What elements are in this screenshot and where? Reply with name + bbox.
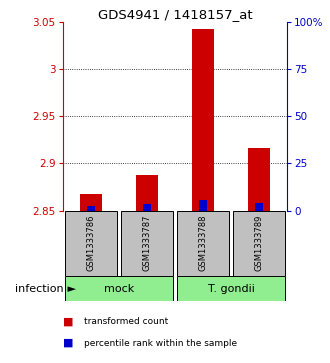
Text: GSM1333789: GSM1333789 [254, 215, 264, 272]
Bar [87, 206, 95, 211]
Bar [65, 276, 173, 301]
Text: GSM1333787: GSM1333787 [142, 215, 151, 272]
Bar [192, 29, 214, 211]
Text: infection: infection [15, 284, 64, 294]
Text: GSM1333786: GSM1333786 [86, 215, 95, 272]
Bar [255, 203, 263, 211]
Bar [143, 204, 151, 211]
Bar [233, 211, 285, 276]
Text: ►: ► [64, 284, 76, 294]
Bar [199, 200, 207, 211]
Bar [121, 211, 173, 276]
Text: transformed count: transformed count [84, 317, 168, 326]
Bar [136, 175, 158, 211]
Bar [248, 148, 270, 211]
Text: T. gondii: T. gondii [208, 284, 254, 294]
Text: ■: ■ [63, 316, 73, 326]
Bar [65, 211, 116, 276]
Text: GSM1333788: GSM1333788 [198, 215, 208, 272]
Title: GDS4941 / 1418157_at: GDS4941 / 1418157_at [98, 8, 252, 21]
Text: percentile rank within the sample: percentile rank within the sample [84, 339, 237, 347]
Bar [177, 211, 229, 276]
Text: mock: mock [104, 284, 134, 294]
Bar [177, 276, 285, 301]
Bar [80, 193, 102, 211]
Text: ■: ■ [63, 338, 73, 348]
